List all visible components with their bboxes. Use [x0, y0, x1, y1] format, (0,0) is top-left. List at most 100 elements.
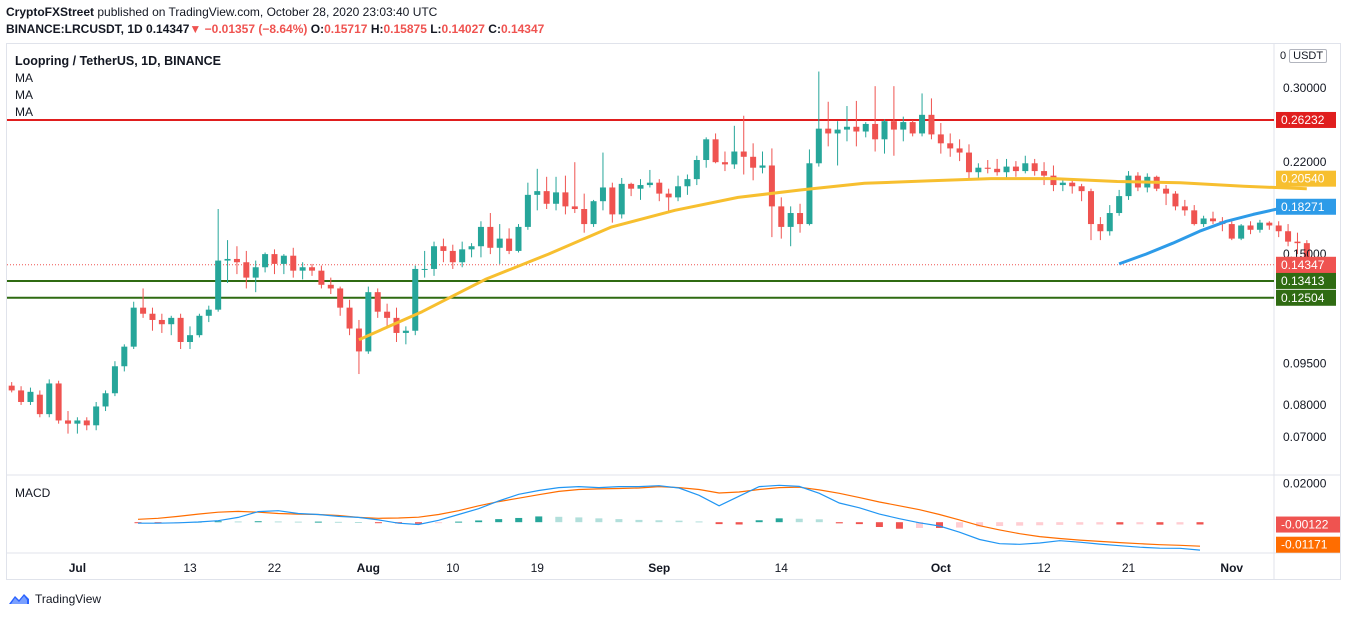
tradingview-logo-icon	[9, 594, 29, 604]
candle-body	[1200, 218, 1207, 225]
candle-body	[675, 186, 682, 198]
ma-legend-3[interactable]: MA	[15, 105, 33, 119]
candle-body	[262, 254, 269, 268]
candle-body	[233, 258, 240, 263]
time-axis-tick-11: Nov	[1220, 561, 1243, 575]
candle-body	[36, 394, 43, 415]
candle-body	[121, 346, 128, 367]
candle-body	[693, 160, 700, 180]
close-label: C:	[488, 22, 501, 36]
macd-histogram-bar	[1196, 522, 1204, 525]
candle-body	[346, 307, 353, 329]
moving-average-line-1	[1118, 205, 1307, 266]
candle-body	[111, 366, 118, 394]
macd-histogram-bar	[936, 522, 944, 528]
candle-body	[862, 123, 869, 132]
macd-histogram-bar	[1076, 522, 1084, 525]
candle-body	[506, 238, 513, 251]
macd-histogram-bar	[755, 520, 763, 523]
candle-body	[1050, 175, 1057, 186]
candle-body	[571, 206, 578, 210]
symbol-ohlc-line: BINANCE:LRCUSDT, 1D 0.14347▼ −0.01357 (−…	[6, 22, 544, 36]
candle-body	[534, 191, 541, 195]
high-label: H:	[370, 22, 384, 36]
candle-body	[158, 319, 165, 325]
price-label-3: 0.14347	[1281, 258, 1325, 272]
candle-body	[1031, 163, 1038, 172]
macd-histogram-bar	[374, 522, 382, 524]
macd-line	[138, 484, 1201, 551]
candle-body	[496, 238, 503, 248]
candle-body	[1275, 225, 1282, 232]
candle-body	[252, 267, 259, 278]
macd-histogram-bar	[695, 521, 703, 523]
candle-body	[18, 390, 25, 402]
candle-body	[590, 201, 597, 225]
candle-body	[205, 309, 212, 316]
down-triangle-icon: ▼	[189, 22, 202, 36]
candle-body	[637, 185, 644, 189]
candle-body	[130, 307, 137, 347]
macd-histogram-bar	[354, 522, 362, 523]
candle-body	[1172, 193, 1179, 207]
tradingview-footer[interactable]: TradingView	[8, 592, 101, 606]
candle-body	[881, 121, 888, 140]
candle-body	[853, 126, 860, 132]
candle-body	[299, 267, 306, 271]
candle-body	[393, 317, 400, 333]
publisher-line: CryptoFXStreet published on TradingView.…	[6, 5, 437, 19]
candle-body	[834, 129, 841, 134]
candle-body	[243, 262, 250, 278]
candle-body	[1087, 191, 1094, 225]
candle-body	[440, 246, 447, 251]
macd-histogram-bar	[1156, 522, 1164, 525]
publisher-text: published on TradingView.com, October 28…	[97, 5, 438, 19]
macd-histogram-bar	[715, 522, 723, 525]
macd-histogram-bar	[915, 522, 923, 528]
macd-histogram-bar	[1136, 522, 1144, 525]
macd-histogram-bar	[214, 521, 222, 523]
macd-histogram-bar	[334, 521, 342, 523]
macd-histogram-bar	[976, 522, 984, 527]
candle-body	[196, 315, 203, 336]
candle-body	[1069, 182, 1076, 187]
macd-histogram-bar	[595, 518, 603, 523]
macd-histogram-bar	[655, 520, 663, 523]
candle-body	[599, 187, 606, 202]
currency-label[interactable]: 0 USDT	[1280, 49, 1328, 63]
candle-body	[384, 311, 391, 318]
macd-histogram-bar	[455, 521, 463, 523]
macd-legend[interactable]: MACD	[15, 486, 51, 500]
price-change: −0.01357 (−8.64%)	[204, 22, 308, 36]
macd-axis-tick-0: 0.02000	[1283, 477, 1327, 491]
candle-body	[477, 226, 484, 247]
candle-body	[102, 393, 109, 407]
candle-body	[93, 406, 100, 426]
candle-body	[280, 255, 287, 264]
candle-body	[365, 292, 372, 352]
candle-body	[1266, 222, 1273, 226]
candle-body	[74, 420, 81, 424]
candle-body	[721, 162, 728, 165]
candle-body	[872, 123, 879, 140]
price-axis-tick-5: 0.07000	[1283, 430, 1327, 444]
macd-histogram-bar	[635, 519, 643, 523]
macd-histogram-bar	[675, 520, 683, 523]
candle-body	[524, 194, 531, 227]
candle-body	[740, 151, 747, 157]
candle-body	[412, 268, 419, 331]
ma-legend-2[interactable]: MA	[15, 88, 33, 102]
macd-histogram-bar	[314, 521, 322, 523]
candle-body	[759, 165, 766, 168]
tradingview-brand: TradingView	[35, 592, 102, 606]
macd-histogram-bar	[294, 521, 302, 523]
ma-legend-1[interactable]: MA	[15, 71, 33, 85]
candle-body	[684, 179, 691, 187]
chart-title: Loopring / TetherUS, 1D, BINANCE	[15, 54, 222, 68]
time-axis-tick-2: 22	[268, 561, 282, 575]
candle-body	[703, 139, 710, 161]
candle-body	[1012, 166, 1019, 172]
price-label-bg-3	[1276, 256, 1336, 273]
candle-body	[318, 270, 325, 285]
